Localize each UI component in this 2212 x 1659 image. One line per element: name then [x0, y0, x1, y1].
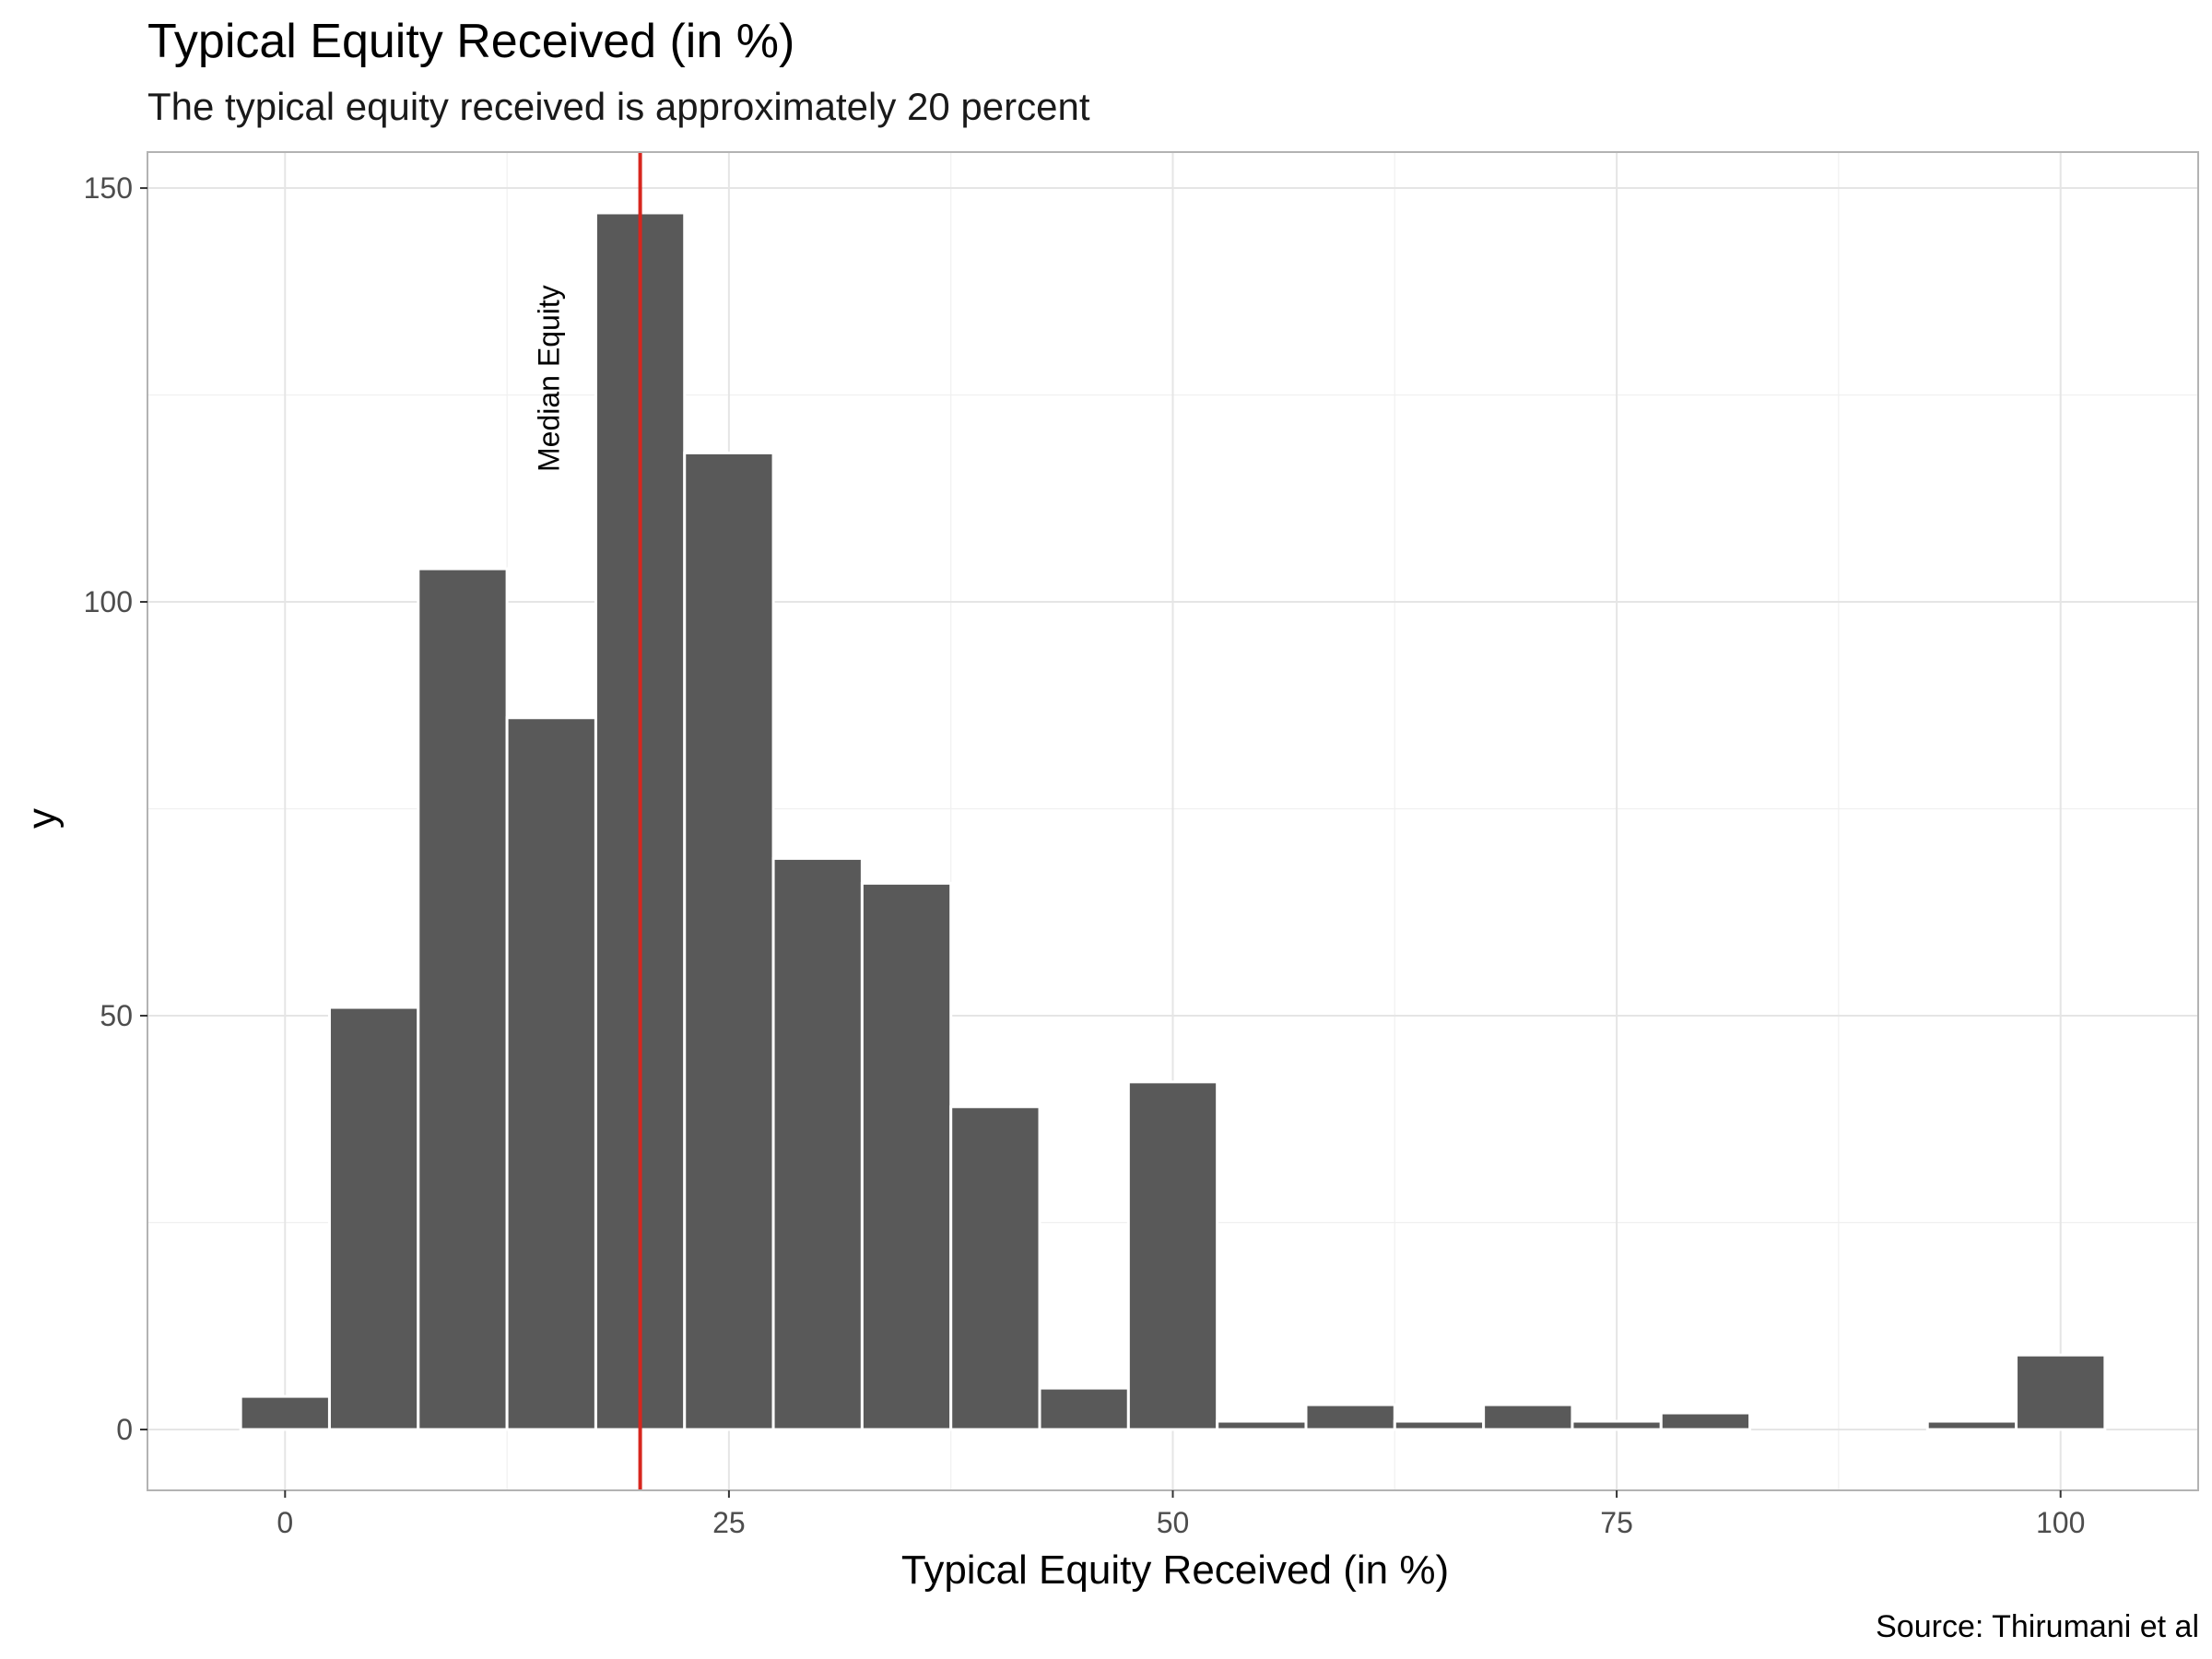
axis-ticks: 0 25 50 75 100 0 50 100 150 [84, 171, 2086, 1539]
histogram-bar [1925, 1419, 2018, 1431]
histogram-bar [1126, 1080, 1219, 1431]
histogram-bar [505, 716, 597, 1431]
histogram-bar [1482, 1403, 1574, 1431]
x-axis-title: Typical Equity Received (in %) [901, 1547, 1449, 1593]
histogram-bar [771, 856, 864, 1431]
x-tick-label: 25 [712, 1506, 746, 1539]
median-label: Median Equity [533, 285, 566, 472]
y-axis-title: y [19, 808, 65, 829]
y-tick-label: 0 [116, 1413, 133, 1446]
chart-subtitle: The typical equity received is approxima… [147, 85, 1090, 128]
x-tick-label: 50 [1157, 1506, 1190, 1539]
histogram-bar [1304, 1403, 1396, 1431]
histogram-bar [683, 451, 775, 1431]
x-tick-label: 75 [1600, 1506, 1633, 1539]
histogram-bar [1393, 1419, 1486, 1431]
y-tick-label: 50 [100, 999, 133, 1032]
histogram-bars [239, 211, 2107, 1431]
histogram-bar [417, 567, 509, 1431]
histogram-bar [2015, 1353, 2107, 1431]
source-caption: Source: Thirumani et al [1876, 1609, 2199, 1644]
histogram-bar [1216, 1419, 1308, 1431]
histogram-bar [239, 1394, 331, 1431]
histogram-bar [1038, 1386, 1130, 1431]
x-tick-label: 100 [2036, 1506, 2085, 1539]
y-tick-label: 150 [84, 171, 133, 205]
x-tick-label: 0 [276, 1506, 293, 1539]
histogram-bar [1571, 1419, 1663, 1431]
histogram-bar [949, 1105, 1041, 1431]
median-marker: Median Equity [533, 152, 642, 1490]
histogram-bar [860, 881, 953, 1431]
chart-title: Typical Equity Received (in %) [147, 15, 794, 68]
histogram-bar [327, 1006, 420, 1431]
histogram-bar [1659, 1411, 1752, 1431]
y-tick-label: 100 [84, 585, 133, 618]
